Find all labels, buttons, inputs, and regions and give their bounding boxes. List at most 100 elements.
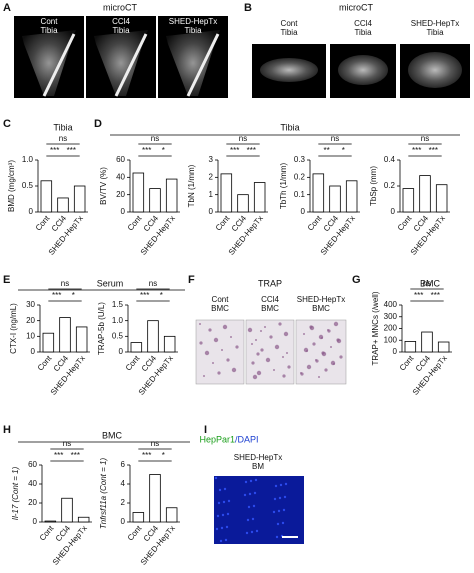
stain-dot xyxy=(231,367,237,373)
x-tick-label: Cont xyxy=(126,213,144,232)
stain-dot xyxy=(303,347,309,353)
panel-letter: A xyxy=(3,2,11,14)
nucleus xyxy=(277,509,281,513)
stain-dot xyxy=(256,370,262,376)
stain-dot xyxy=(264,326,266,328)
image-caption: CCl4 xyxy=(112,17,130,26)
nucleus xyxy=(219,539,223,543)
image-caption: SHED-HepTx xyxy=(169,17,217,26)
nucleus xyxy=(223,487,227,491)
image-caption: CCl4 xyxy=(261,295,279,304)
nucleus xyxy=(281,521,285,525)
nucleus xyxy=(214,476,218,480)
stain-dot xyxy=(330,360,336,366)
cortex xyxy=(114,33,148,97)
nucleus xyxy=(275,535,279,539)
image-caption: BM xyxy=(252,462,264,471)
stain-dot xyxy=(283,331,289,337)
nucleus xyxy=(253,491,257,495)
y-tick-label: 0 xyxy=(391,207,396,216)
significance-label: *** xyxy=(50,146,59,155)
nucleus xyxy=(274,484,278,488)
nucleus xyxy=(222,500,226,504)
nucleus xyxy=(249,479,253,483)
bar xyxy=(404,341,417,353)
significance-label: *** xyxy=(414,291,423,300)
significance-label: *** xyxy=(67,146,76,155)
trabecular-bone xyxy=(338,55,388,85)
y-tick-label: 1.0 xyxy=(112,316,124,325)
bar xyxy=(435,184,448,213)
nucleus xyxy=(245,531,249,535)
y-tick-label: 20 xyxy=(28,498,37,507)
stain-dot xyxy=(226,358,230,362)
chart-title: Tibia xyxy=(53,122,72,132)
y-tick-label: 60 xyxy=(28,460,37,469)
cortex xyxy=(42,33,76,97)
nucleus xyxy=(252,504,256,508)
stain-dot xyxy=(312,342,316,346)
trap-image xyxy=(195,319,245,385)
y-tick-label: 20 xyxy=(26,316,35,325)
panel-letter: I xyxy=(204,424,207,436)
stain-dot xyxy=(318,376,320,378)
nucleus xyxy=(218,488,222,492)
bar xyxy=(253,182,266,213)
image-caption: Cont xyxy=(212,295,230,304)
y-tick-label: 300 xyxy=(384,312,398,321)
panel-letter: B xyxy=(244,2,252,14)
y-tick-label: 0 xyxy=(393,347,398,356)
stain-dot xyxy=(318,334,324,340)
stain-dot xyxy=(300,372,302,374)
panel-letter: G xyxy=(352,274,361,286)
y-tick-label: 0.1 xyxy=(294,190,306,199)
significance-label: ns xyxy=(151,439,159,448)
nucleus xyxy=(244,480,248,484)
bar xyxy=(163,335,176,353)
panel-letter: D xyxy=(94,118,102,130)
stain-dot xyxy=(287,365,291,369)
nucleus xyxy=(248,492,252,496)
y-tick-label: 0 xyxy=(209,207,214,216)
image-caption: Cont xyxy=(281,19,299,28)
significance-label: *** xyxy=(142,451,151,460)
stain-dot xyxy=(235,345,239,349)
panel-letter: C xyxy=(3,118,11,130)
stain-dot xyxy=(251,343,253,345)
cortex xyxy=(186,33,220,97)
stain-dot xyxy=(282,356,284,358)
stain-dot xyxy=(321,351,325,355)
stain-dot xyxy=(260,330,262,332)
trap-image xyxy=(245,319,295,385)
y-axis-label: CTX-I (ng/mL) xyxy=(9,303,18,354)
x-tick-label: Cont xyxy=(396,213,414,232)
significance-label: ns xyxy=(151,134,159,143)
stain-dot xyxy=(256,352,260,356)
bar xyxy=(237,194,249,213)
y-tick-label: 3 xyxy=(209,155,214,164)
y-tick-label: 0 xyxy=(301,207,306,216)
nucleus xyxy=(224,538,228,542)
y-tick-label: 1.0 xyxy=(22,155,34,164)
nucleus xyxy=(226,512,230,516)
stain-dot xyxy=(315,359,317,361)
y-tick-label: 2 xyxy=(209,172,214,181)
significance-label: * xyxy=(162,146,165,155)
nucleus xyxy=(272,510,276,514)
bar xyxy=(421,331,433,353)
stain-dot xyxy=(278,322,282,326)
y-axis-label: TRAP-5b (U/L) xyxy=(97,302,106,355)
bar xyxy=(149,188,161,213)
y-tick-label: 0.5 xyxy=(22,181,34,190)
bone-shape xyxy=(166,30,220,96)
stain-dot xyxy=(213,337,219,343)
fluorescence-image xyxy=(214,476,304,544)
bar xyxy=(419,175,431,213)
bar xyxy=(437,341,450,353)
significance-label: *** xyxy=(142,146,151,155)
bar xyxy=(59,317,71,353)
significance-label: ns xyxy=(423,279,431,288)
bar xyxy=(165,507,178,523)
nucleus xyxy=(284,482,288,486)
